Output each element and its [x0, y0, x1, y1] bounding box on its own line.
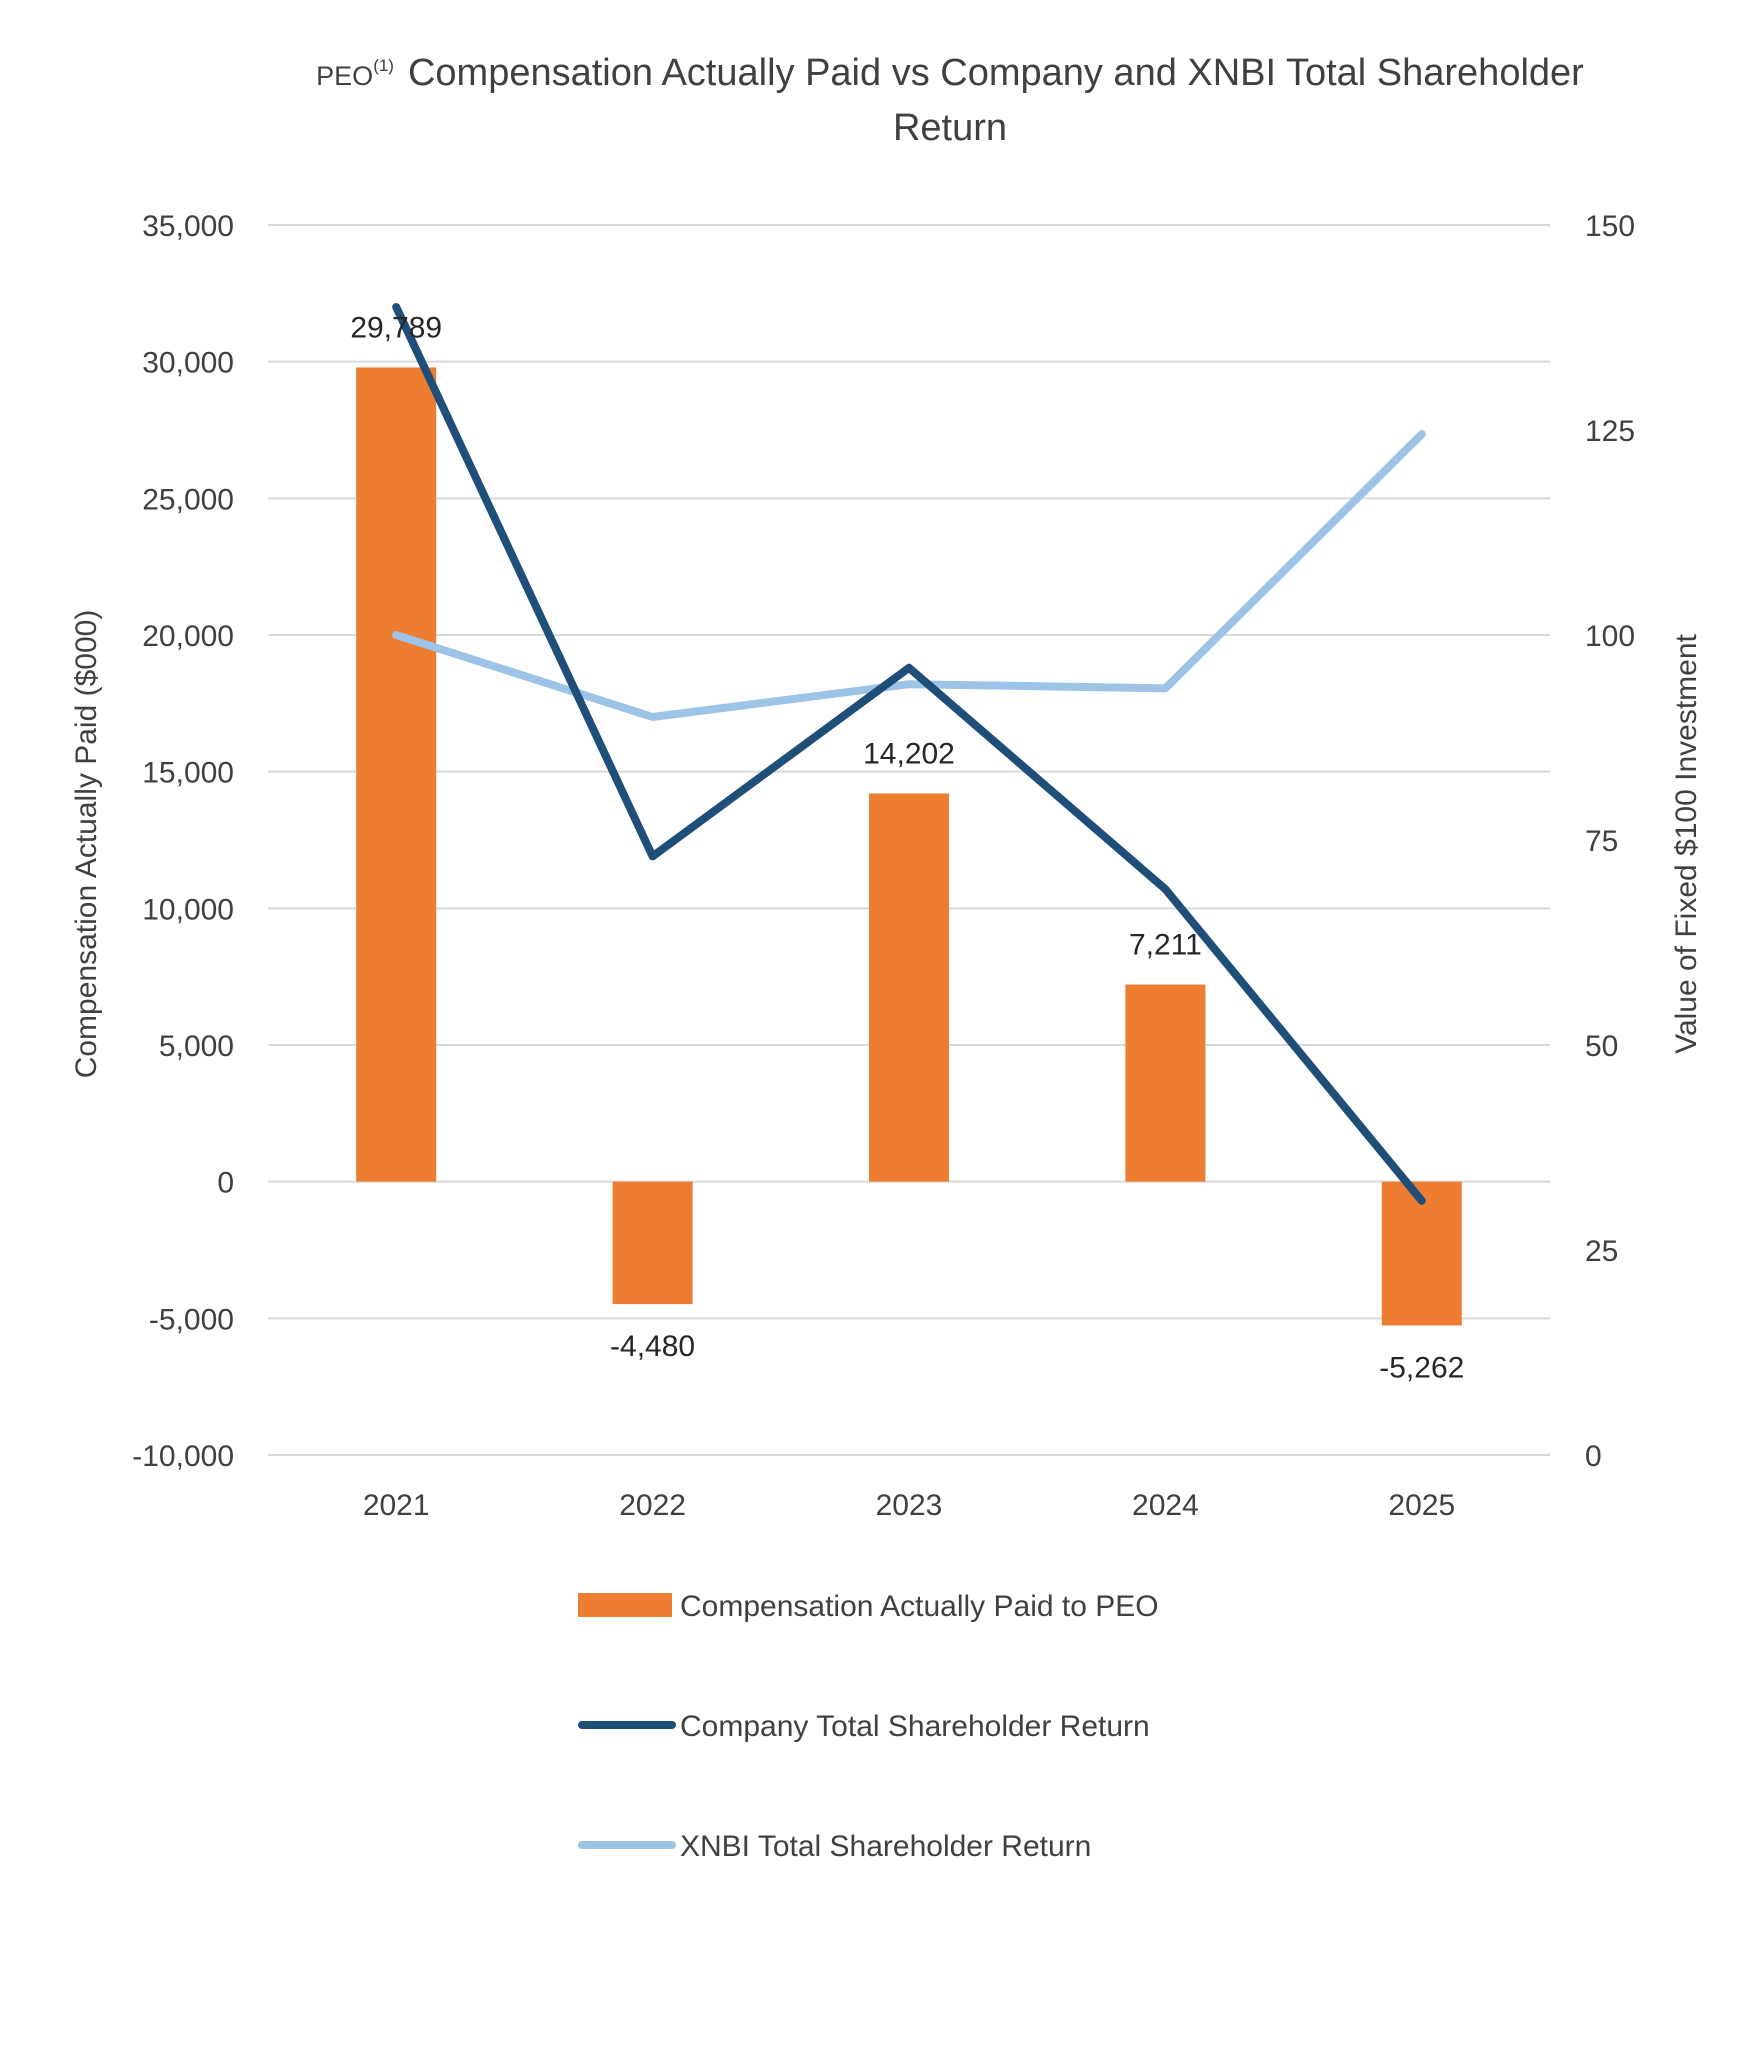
right-tick-label: 125	[1585, 415, 1635, 448]
left-tick-label: 10,000	[142, 893, 234, 926]
legend: Compensation Actually Paid to PEO Company…	[578, 1590, 1159, 1863]
right-tick-label: 50	[1585, 1030, 1618, 1063]
legend-label: Company Total Shareholder Return	[680, 1710, 1150, 1743]
left-tick-label: 35,000	[142, 210, 234, 243]
left-axis-ticks: -10,000 -5,000 0 5,000 10,000 15,000 20,000 25,…	[132, 210, 234, 1473]
left-tick-label: 0	[217, 1167, 234, 1200]
x-tick-label: 2025	[1388, 1489, 1455, 1522]
x-tick-label: 2023	[876, 1489, 943, 1522]
left-tick-label: 20,000	[142, 620, 234, 653]
left-tick-label: 25,000	[142, 483, 234, 516]
bar-data-label: 14,202	[863, 737, 955, 770]
left-tick-label: -10,000	[132, 1440, 234, 1473]
legend-label: XNBI Total Shareholder Return	[680, 1830, 1091, 1863]
left-tick-label: 30,000	[142, 347, 234, 380]
bar	[1125, 984, 1206, 1182]
chart-title-main: Compensation Actually Paid vs Company an…	[408, 52, 1584, 94]
right-tick-label: 150	[1585, 210, 1635, 243]
bar-data-labels: 29,789 -4,480 14,202 7,211 -5,262	[350, 311, 1464, 1384]
x-tick-label: 2024	[1132, 1489, 1199, 1522]
bar-data-label: -5,262	[1379, 1351, 1464, 1384]
right-axis-ticks: 0 25 50 75 100 125 150	[1585, 210, 1635, 1473]
legend-swatch	[578, 1593, 672, 1617]
bar	[869, 793, 949, 1182]
left-axis-label: Compensation Actually Paid ($000)	[70, 610, 103, 1079]
line-series	[392, 303, 1426, 1205]
left-tick-label: 5,000	[159, 1030, 234, 1063]
chart-title-prefix: PEO	[316, 61, 373, 91]
right-axis-label: Value of Fixed $100 Investment	[1670, 633, 1703, 1053]
bar-data-label: -4,480	[610, 1330, 695, 1363]
bar-series	[356, 367, 1462, 1326]
chart-title-line1: PEO(1) Compensation Actually Paid vs Comp…	[316, 52, 1584, 94]
bar	[612, 1181, 693, 1305]
x-tick-label: 2022	[619, 1489, 686, 1522]
legend-label: Compensation Actually Paid to PEO	[680, 1590, 1159, 1623]
right-tick-label: 75	[1585, 825, 1618, 858]
chart-title-line2: Return	[893, 107, 1007, 149]
x-axis-ticks: 2021 2022 2023 2024 2025	[363, 1489, 1455, 1522]
right-tick-label: 25	[1585, 1235, 1618, 1268]
chart-title-superscript: (1)	[373, 56, 394, 75]
bar	[1381, 1181, 1462, 1326]
series-line	[392, 430, 1426, 721]
right-tick-label: 0	[1585, 1440, 1602, 1473]
bar-data-label: 7,211	[1129, 929, 1202, 962]
left-tick-label: 15,000	[142, 757, 234, 790]
right-tick-label: 100	[1585, 620, 1635, 653]
series-line	[392, 303, 1426, 1205]
x-tick-label: 2021	[363, 1489, 430, 1522]
bar	[356, 367, 437, 1182]
bar-data-label: 29,789	[350, 311, 442, 344]
left-tick-label: -5,000	[149, 1303, 234, 1336]
